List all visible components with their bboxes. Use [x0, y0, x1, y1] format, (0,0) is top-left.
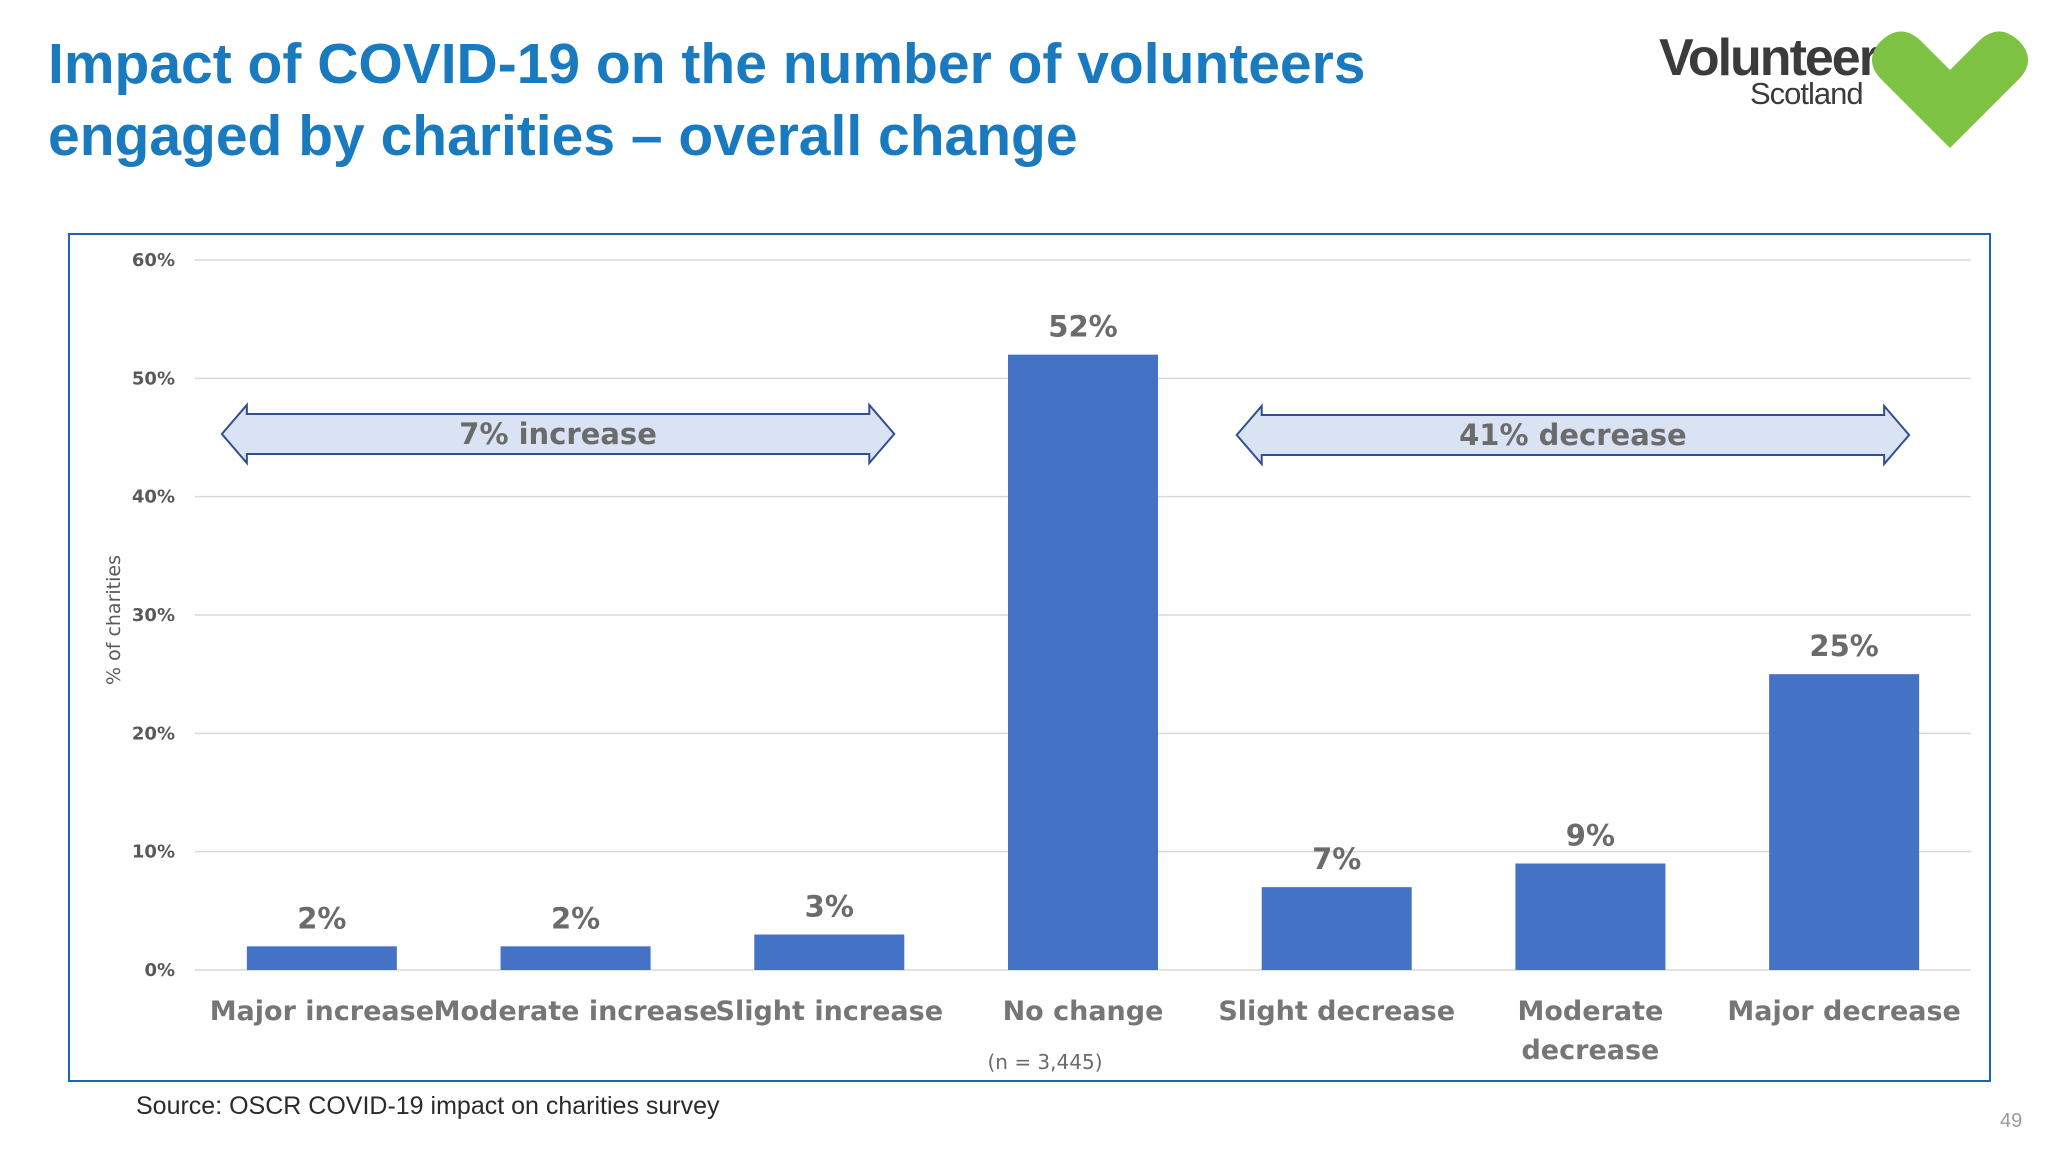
bar [500, 946, 651, 970]
logo-sub: Scotland [1750, 76, 1864, 111]
y-tick-label: 20% [132, 723, 175, 744]
volunteer-scotland-logo: Volunteer Scotland [1655, 20, 2035, 150]
data-label: 2% [297, 901, 346, 935]
range-arrow-label: 41% decrease [1459, 418, 1687, 452]
bar [1769, 674, 1920, 970]
category-label: Major increase [210, 996, 434, 1027]
page-title: Impact of COVID-19 on the number of volu… [48, 28, 1548, 172]
category-label: Slight increase [716, 996, 944, 1027]
source-note: Source: OSCR COVID-19 impact on charitie… [136, 1092, 720, 1120]
bar [246, 946, 397, 970]
bar [1008, 354, 1158, 971]
heart-icon [1872, 31, 2028, 148]
data-label: 3% [805, 890, 854, 924]
y-tick-label: 50% [132, 368, 175, 389]
data-label: 9% [1566, 819, 1615, 853]
page-number: 49 [2000, 1110, 2023, 1132]
y-tick-label: 30% [132, 605, 175, 626]
sample-size-note: (n = 3,445) [987, 1050, 1102, 1074]
data-label: 2% [551, 901, 600, 935]
category-label: No change [1003, 996, 1164, 1027]
category-label: Slight decrease [1218, 996, 1455, 1027]
chart-frame: 0% 10% 20% 30% 40% 50% 60% % of charities 2% Majo… [68, 233, 1991, 1082]
category-label: decrease [1521, 1035, 1659, 1066]
category-label: Major decrease [1727, 996, 1960, 1027]
y-tick-label: 0% [144, 960, 175, 981]
category-label: Moderate [1518, 996, 1664, 1027]
range-arrow-label: 7% increase [459, 417, 657, 451]
y-tick-label: 60% [132, 250, 175, 271]
range-arrow [220, 402, 896, 466]
data-label: 52% [1048, 310, 1117, 344]
logo-word: Volunteer [1659, 29, 1879, 87]
category-label: Moderate increase [434, 996, 718, 1027]
y-tick-label: 10% [132, 842, 175, 863]
bar [1515, 863, 1666, 970]
bar-chart: 0% 10% 20% 30% 40% 50% 60% % of charities 2% Majo… [103, 250, 1971, 1074]
title-line-2: engaged by charities – overall change [48, 104, 1078, 168]
title-line-1: Impact of COVID-19 on the number of volu… [48, 32, 1366, 96]
bar [1261, 887, 1412, 970]
y-tick-label: 40% [132, 487, 175, 508]
data-label: 25% [1809, 629, 1878, 663]
y-axis-label: % of charities [103, 555, 125, 685]
range-arrow [1235, 403, 1911, 467]
bar [754, 934, 905, 970]
data-label: 7% [1312, 842, 1361, 876]
